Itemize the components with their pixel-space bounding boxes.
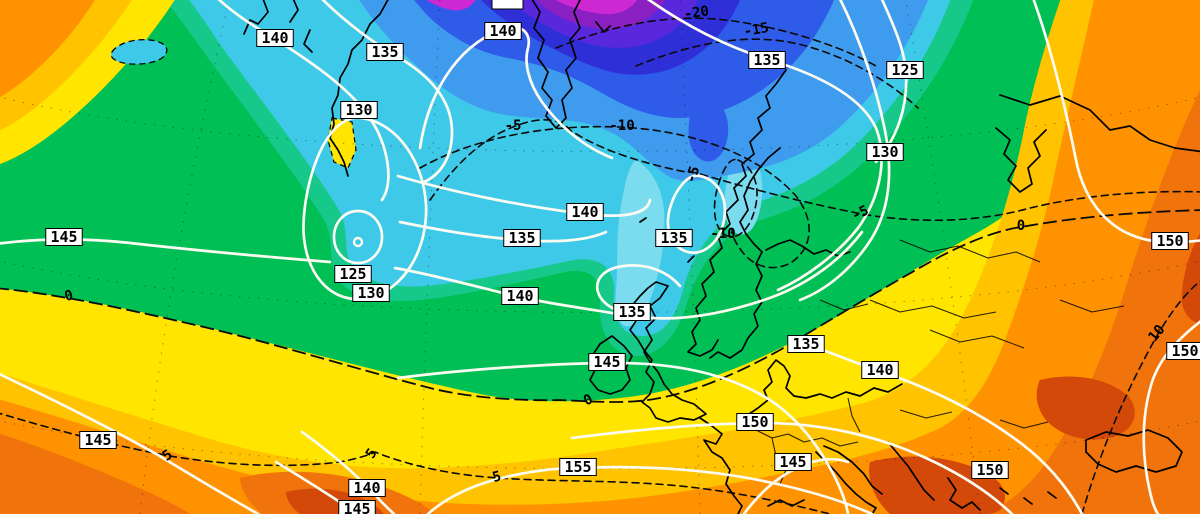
height-label-text: 140 xyxy=(353,479,380,497)
isotherm--15 xyxy=(635,38,919,109)
height-label: 135 xyxy=(613,303,651,321)
temperature-label: -5 xyxy=(505,118,522,134)
height-label: 140 xyxy=(256,29,294,47)
isotherm-0 xyxy=(0,209,1200,403)
height-label-text: 135 xyxy=(660,229,687,247)
coast-britain xyxy=(629,217,707,423)
height-label: 135 xyxy=(366,43,404,61)
height-label: 140 xyxy=(484,22,522,40)
height-label-text: 140 xyxy=(261,29,288,47)
height-label-text: 135 xyxy=(618,303,645,321)
height-label: 135 xyxy=(503,229,541,247)
isotherm--10-pocket xyxy=(713,158,758,238)
height-label: 125 xyxy=(886,61,924,79)
height-label: 150 xyxy=(1166,342,1200,360)
isotherm--10 xyxy=(419,125,810,269)
height-label: 145 xyxy=(45,228,83,246)
height-label-text: 155 xyxy=(564,458,591,476)
height-label: 140 xyxy=(861,361,899,379)
temperature-contours-layer xyxy=(0,17,1200,514)
isotherm--20 xyxy=(555,17,877,67)
height-label: 145 xyxy=(588,353,626,371)
height-label: 135 xyxy=(787,335,825,353)
height-label-text: 135 xyxy=(753,51,780,69)
temperature-label: -20 xyxy=(683,3,710,22)
temperature-label: 0 xyxy=(63,287,75,305)
height-label: 145 xyxy=(79,431,117,449)
height-label-text: 140 xyxy=(506,287,533,305)
height-label-text: 140 xyxy=(571,203,598,221)
height-label: 130 xyxy=(340,101,378,119)
height-label-text: 150 xyxy=(1156,232,1183,250)
height-label: 145 xyxy=(338,500,376,514)
coastlines-layer xyxy=(243,0,1200,514)
isotherm--5 xyxy=(429,118,1200,222)
height-label-text: 140 xyxy=(489,22,516,40)
coast-balkans-greece xyxy=(887,441,1057,511)
coast-greenland xyxy=(329,0,389,177)
height-label-text: 145 xyxy=(84,431,111,449)
temperature-label: -10 xyxy=(609,118,634,134)
height-label-text: 125 xyxy=(339,265,366,283)
isotherm-5 xyxy=(0,412,831,514)
height-label-text: 130 xyxy=(345,101,372,119)
height-label: 150 xyxy=(971,461,1009,479)
height-label-text: 145 xyxy=(779,453,806,471)
height-label-text: 125 xyxy=(891,61,918,79)
height-label: 130 xyxy=(866,143,904,161)
bothnia-135-loop xyxy=(666,174,727,255)
height-label-text: 135 xyxy=(508,229,535,247)
height-label: 140 xyxy=(566,203,604,221)
height-label: 130 xyxy=(352,284,390,302)
temperature-label: 5 xyxy=(491,468,503,486)
height-label-text: 150 xyxy=(741,413,768,431)
height-label: 150 xyxy=(1151,232,1189,250)
height-label-text: 135 xyxy=(371,43,398,61)
coast-nw-europe xyxy=(745,359,903,417)
height-label: 150 xyxy=(736,413,774,431)
temperature-label: -15 xyxy=(742,20,770,40)
temperature-label: -5 xyxy=(683,164,703,185)
height-label-text: 135 xyxy=(792,335,819,353)
height-label: 135 xyxy=(655,229,693,247)
coast-white-sea xyxy=(995,127,1047,193)
coast-russia-arctic xyxy=(999,94,1200,153)
height-label-text: 145 xyxy=(343,500,370,514)
temperature-label: 0 xyxy=(1017,218,1025,234)
height-label-text: 130 xyxy=(871,143,898,161)
low-contour-inner xyxy=(332,209,384,265)
height-label-text: 140 xyxy=(866,361,893,379)
height-label: 155 xyxy=(559,458,597,476)
height-label-text: 145 xyxy=(593,353,620,371)
height-label: 140 xyxy=(501,287,539,305)
clipped-label-box xyxy=(491,0,524,10)
temperature-label: -10 xyxy=(710,226,735,242)
height-label: 145 xyxy=(774,453,812,471)
coast-norway xyxy=(687,69,787,357)
coast-baltic xyxy=(709,147,851,359)
isotherm-10 xyxy=(1081,280,1200,514)
height-label-text: 145 xyxy=(50,228,77,246)
height-label: 135 xyxy=(748,51,786,69)
low-center-mark xyxy=(352,236,364,248)
height-label-text: 150 xyxy=(1171,342,1198,360)
height-label-text: 130 xyxy=(357,284,384,302)
height-label: 140 xyxy=(348,479,386,497)
temperature-label: -5 xyxy=(849,203,871,225)
cold-lens-patch xyxy=(110,38,168,65)
height-label-text: 150 xyxy=(976,461,1003,479)
height-label: 125 xyxy=(334,265,372,283)
